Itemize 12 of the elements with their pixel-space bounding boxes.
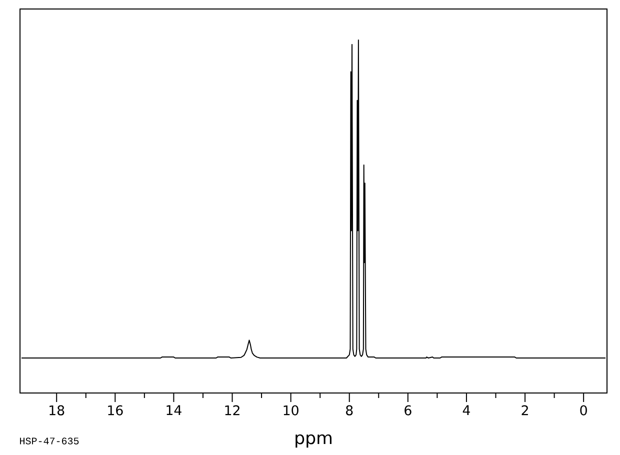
x-tick-label: 14 xyxy=(166,405,182,415)
text: HSP-47-635 xyxy=(20,438,79,444)
x-axis-title: ppm xyxy=(296,434,332,448)
x-tick-label: 8 xyxy=(346,405,353,416)
x-tick-label: 4 xyxy=(462,405,470,415)
x-tick-label: 6 xyxy=(404,405,412,416)
x-tick-label: 12 xyxy=(225,405,240,416)
x-tick-label: 2 xyxy=(522,405,528,416)
x-tick-label: 10 xyxy=(284,405,298,416)
x-tick-label: 16 xyxy=(108,405,123,416)
x-tick-label: 0 xyxy=(580,405,587,416)
x-tick-label: 18 xyxy=(50,405,64,416)
